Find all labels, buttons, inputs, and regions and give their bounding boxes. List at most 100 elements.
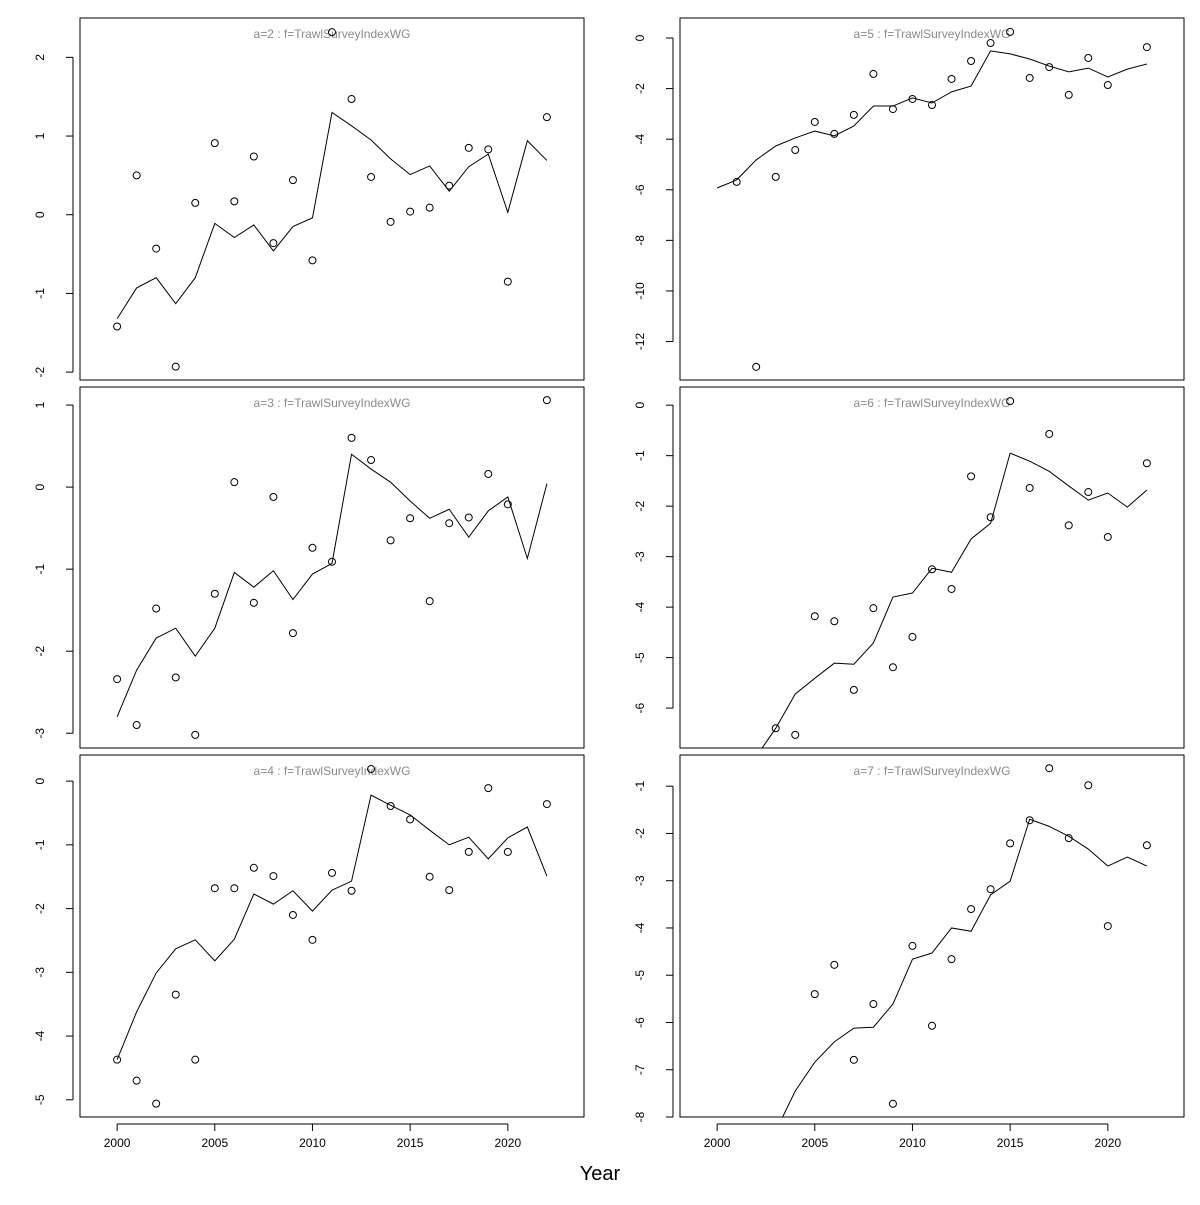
observation-point	[791, 730, 800, 739]
x-axis-label: Year	[580, 1163, 621, 1185]
y-tick-label: -3	[633, 875, 647, 886]
observation-point	[752, 362, 761, 371]
observation-point	[269, 239, 278, 248]
observation-point	[230, 197, 239, 206]
observation-point	[1103, 81, 1112, 90]
y-tick-label: 1	[33, 401, 47, 408]
y-tick-label: -8	[633, 235, 647, 246]
y-tick-label: 1	[33, 132, 47, 139]
observation-point	[425, 203, 434, 212]
panel: a=5 : f=TrawlSurveyIndexWG -12 -10 -8 -6 -4 -2…	[633, 17, 1185, 381]
observation-point	[249, 598, 258, 607]
y-tick-label: -5	[633, 970, 647, 981]
observation-point	[1064, 521, 1073, 530]
observation-point	[1045, 764, 1054, 773]
observation-point	[928, 1021, 936, 1030]
observation-point	[425, 597, 434, 606]
plot-area	[113, 765, 551, 1108]
observation-point	[367, 172, 376, 181]
plot-frame	[679, 754, 1185, 1118]
observation-point	[230, 478, 239, 487]
observation-point	[888, 105, 897, 114]
y-tick-label: 2	[33, 54, 47, 61]
observation-point	[1103, 922, 1112, 931]
plot-area	[782, 764, 1151, 1117]
y-tick-label: -1	[33, 288, 47, 299]
y-tick-label: 0	[33, 777, 47, 784]
y-tick-label: -2	[33, 903, 47, 914]
observation-point	[269, 492, 278, 501]
observation-point	[308, 543, 317, 552]
panel-title: a=3 : f=TrawlSurveyIndexWG	[254, 396, 411, 410]
observation-point	[328, 868, 336, 877]
observation-point	[171, 362, 180, 371]
observation-point	[503, 847, 512, 856]
observation-point	[406, 815, 415, 824]
observation-point	[288, 176, 297, 185]
y-tick-label: -2	[633, 828, 647, 839]
panel-title: a=4 : f=TrawlSurveyIndexWG	[254, 764, 411, 778]
y-tick-label: 0	[33, 483, 47, 490]
x-tick-label: 2010	[899, 1136, 926, 1150]
observation-point	[288, 910, 297, 919]
y-tick-label: -6	[633, 1017, 647, 1028]
observation-point	[869, 1000, 878, 1009]
observation-point	[230, 884, 239, 893]
plot-frame	[679, 17, 1185, 381]
observation-point	[464, 513, 473, 522]
observation-point	[810, 990, 819, 999]
y-tick-label: -3	[33, 728, 47, 739]
observation-point	[810, 612, 819, 621]
observation-point	[367, 765, 376, 774]
observation-point	[308, 256, 317, 265]
plot-area	[761, 397, 1151, 748]
observation-point	[967, 57, 976, 66]
observation-point	[113, 675, 122, 684]
observation-point	[406, 514, 415, 523]
fit-line	[761, 452, 1148, 748]
y-tick-label: -3	[33, 967, 47, 978]
observation-point	[849, 1055, 858, 1064]
observation-point	[484, 145, 493, 154]
plot-area	[716, 27, 1151, 371]
observation-point	[386, 536, 395, 545]
observation-point	[464, 143, 473, 152]
y-tick-label: -7	[633, 1064, 647, 1075]
panel: a=2 : f=TrawlSurveyIndexWG -2 -1 0 1 2	[33, 17, 585, 381]
observation-point	[1006, 397, 1015, 406]
observation-point	[406, 207, 415, 216]
observation-point	[1142, 459, 1151, 468]
y-tick-label: -1	[33, 839, 47, 850]
y-tick-label: -3	[633, 551, 647, 562]
y-tick-label: -1	[633, 781, 647, 792]
observation-point	[1142, 43, 1151, 52]
plot-frame	[679, 386, 1185, 749]
observation-point	[908, 632, 917, 641]
observation-point	[947, 584, 956, 593]
observation-point	[347, 95, 356, 104]
observation-point	[445, 519, 454, 528]
panel: a=4 : f=TrawlSurveyIndexWG -5 -4 -3 -2 -1 0 200…	[33, 754, 585, 1150]
observation-point	[152, 1099, 161, 1108]
x-tick-label: 2000	[104, 1136, 131, 1150]
fit-line	[116, 453, 548, 718]
y-tick-label: -2	[33, 366, 47, 377]
observation-point	[849, 685, 858, 694]
observation-point	[849, 110, 858, 119]
y-tick-label: -1	[33, 563, 47, 574]
panel: a=6 : f=TrawlSurveyIndexWG -6 -5 -4 -3 -2 -1 0	[633, 386, 1185, 749]
y-tick-label: -2	[33, 646, 47, 657]
observation-point	[171, 990, 180, 999]
observation-point	[888, 1099, 897, 1108]
observation-point	[967, 905, 976, 914]
observation-point	[484, 784, 493, 793]
y-tick-label: -12	[633, 333, 647, 351]
y-tick-label: -8	[633, 1111, 647, 1122]
observation-point	[1064, 90, 1073, 99]
plot-frame	[79, 754, 585, 1118]
observation-point	[542, 113, 551, 122]
observation-point	[771, 724, 780, 733]
observation-point	[1084, 781, 1093, 790]
